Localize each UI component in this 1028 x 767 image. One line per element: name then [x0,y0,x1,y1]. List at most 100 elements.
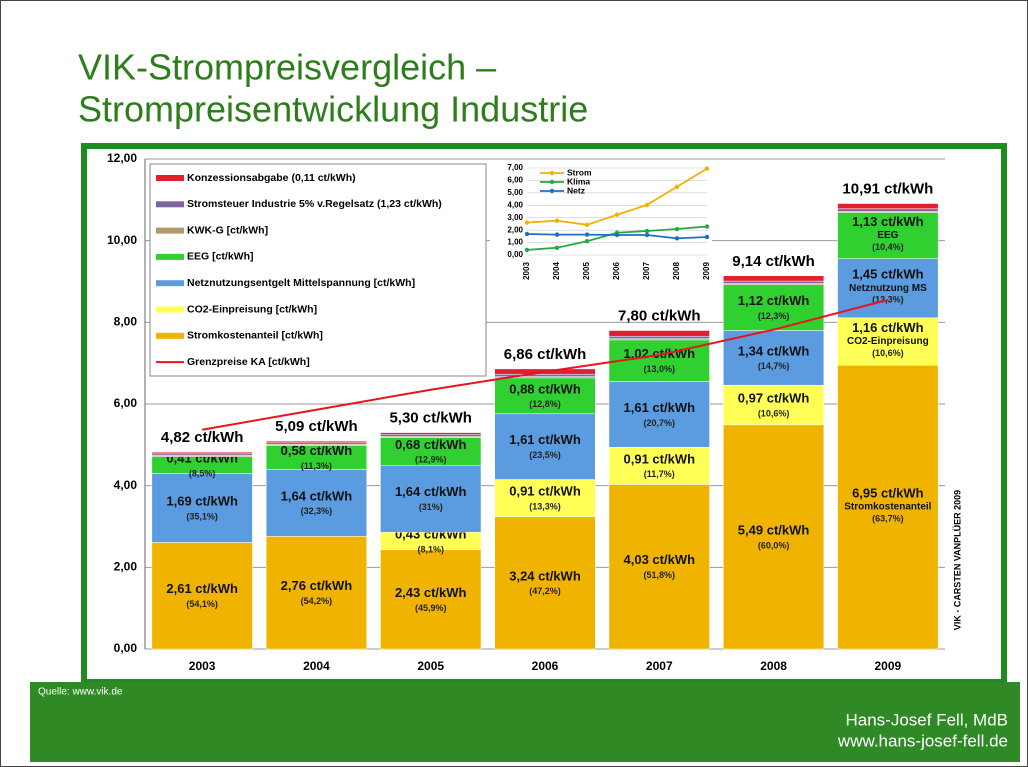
title: Strompreisentwicklung Industrie [78,89,588,130]
total-label: 10,91 ct/kWh [842,180,933,197]
value-label: 1,13 ct/kWh [852,214,924,229]
legend-swatch [156,201,184,208]
share-label: (12,3%) [758,311,790,321]
segment-label: EEG [877,230,898,241]
marker [584,239,590,244]
footer [30,682,1020,762]
bar-segment [837,203,939,210]
x-tick-label: 2004 [303,659,330,673]
x-tick-label: 2003 [189,659,216,673]
title: VIK-Strompreisvergleich – [78,47,496,88]
legend-swatch [156,253,184,260]
value-label: 0,58 ct/kWh [281,443,353,458]
share-label: (13,3%) [529,501,561,511]
x-tick-label: 2006 [612,262,621,280]
legend-swatch [156,175,184,181]
legend-label: Grenzpreise KA [ct/kWh] [187,356,310,368]
credit: VIK - CARSTEN VANPLÜER 2009 [952,490,962,630]
marker [644,232,650,238]
y-tick-label: 10,00 [107,233,137,247]
y-tick-label: 6,00 [114,396,138,410]
bar-segment [265,469,367,537]
line [201,298,889,431]
value-label: 1,16 ct/kWh [852,320,924,335]
marker [614,232,620,238]
bar-segment [380,437,482,466]
bar-segment [380,549,482,650]
y-tick-label: 2,00 [114,560,138,574]
legend-label: CO2-Einpreisung [ct/kWh] [187,303,317,315]
x-tick-label: 2007 [646,659,673,673]
value-label: 2,76 ct/kWh [281,578,353,593]
marker [644,202,650,208]
marker [674,236,680,241]
marker [584,232,590,237]
share-label: (20,7%) [644,418,676,428]
legend-marker [549,188,555,194]
legend-label: EEG [ct/kWh] [187,251,254,263]
y-tick-label: 12,00 [107,151,137,165]
marker [554,218,560,223]
x-tick-label: 2007 [642,262,651,280]
bar-segment [494,377,596,415]
share-label: (8,1%) [417,544,444,554]
share-label: (13,3%) [872,295,904,305]
value-label: 0,97 ct/kWh [738,390,810,405]
value-label: 0,91 ct/kWh [624,451,696,466]
value-label: 3,24 ct/kWh [509,568,581,583]
marker [554,232,560,237]
value-label: 0,88 ct/kWh [509,381,581,396]
y-tick-label: 6,00 [507,176,523,185]
value-label: 1,61 ct/kWh [509,432,581,447]
bar-segment [265,536,367,650]
source: Quelle: www.vik.de [38,687,123,698]
marker [584,222,590,227]
marker [524,247,530,253]
bar-segment [837,317,939,366]
bar-segment [494,479,596,517]
legend-label: Stromsteuer Industrie 5% v.Regelsatz (1,… [187,198,442,210]
value-label: 0,91 ct/kWh [509,484,581,499]
total-label: 7,80 ct/kWh [618,307,701,324]
bar-segment [380,432,482,435]
bar-segment [608,447,710,485]
x-tick-label: 2009 [875,659,902,673]
bar-segment [494,516,596,650]
y-tick-label: 5,00 [507,188,523,197]
legend-label: Stromkostenanteil [ct/kWh] [187,330,323,342]
bar-segment [151,451,253,455]
x-tick-label: 2008 [760,659,787,673]
legend-label: KWK-G [ct/kWh] [187,224,268,236]
marker [614,212,620,217]
value-label: 2,61 ct/kWh [166,581,238,596]
total-label: 9,14 ct/kWh [732,253,815,270]
share-label: (31%) [419,502,443,512]
value-label: 1,64 ct/kWh [281,488,353,503]
legend-swatch [156,280,184,287]
share-label: (12,9%) [415,455,447,465]
legend-label: Klima [567,176,590,186]
bar-segment [837,364,939,650]
bar-segment [494,413,596,480]
bar-segment [723,284,825,331]
share-label: (11,7%) [644,469,675,479]
marker [704,166,710,171]
segment-label: CO2-Einpreisung [847,336,929,347]
x-tick-label: 2005 [417,659,444,673]
bar-segment [380,433,482,437]
share-label: (32,3%) [301,506,333,516]
share-label: (10,6%) [758,408,790,418]
share-label: (54,1%) [186,599,218,609]
bar-segment [151,473,253,543]
total-label: 5,30 ct/kWh [389,410,472,427]
share-label: (23,5%) [529,450,561,460]
value-label: 5,49 ct/kWh [738,522,810,537]
bar-segment [723,275,825,282]
marker [674,226,680,232]
y-tick-label: 4,00 [114,478,138,492]
bar-segment [723,330,825,386]
share-label: (51,8%) [644,570,676,580]
share-label: (10,4%) [872,242,904,252]
total-label: 5,09 ct/kWh [275,418,358,435]
